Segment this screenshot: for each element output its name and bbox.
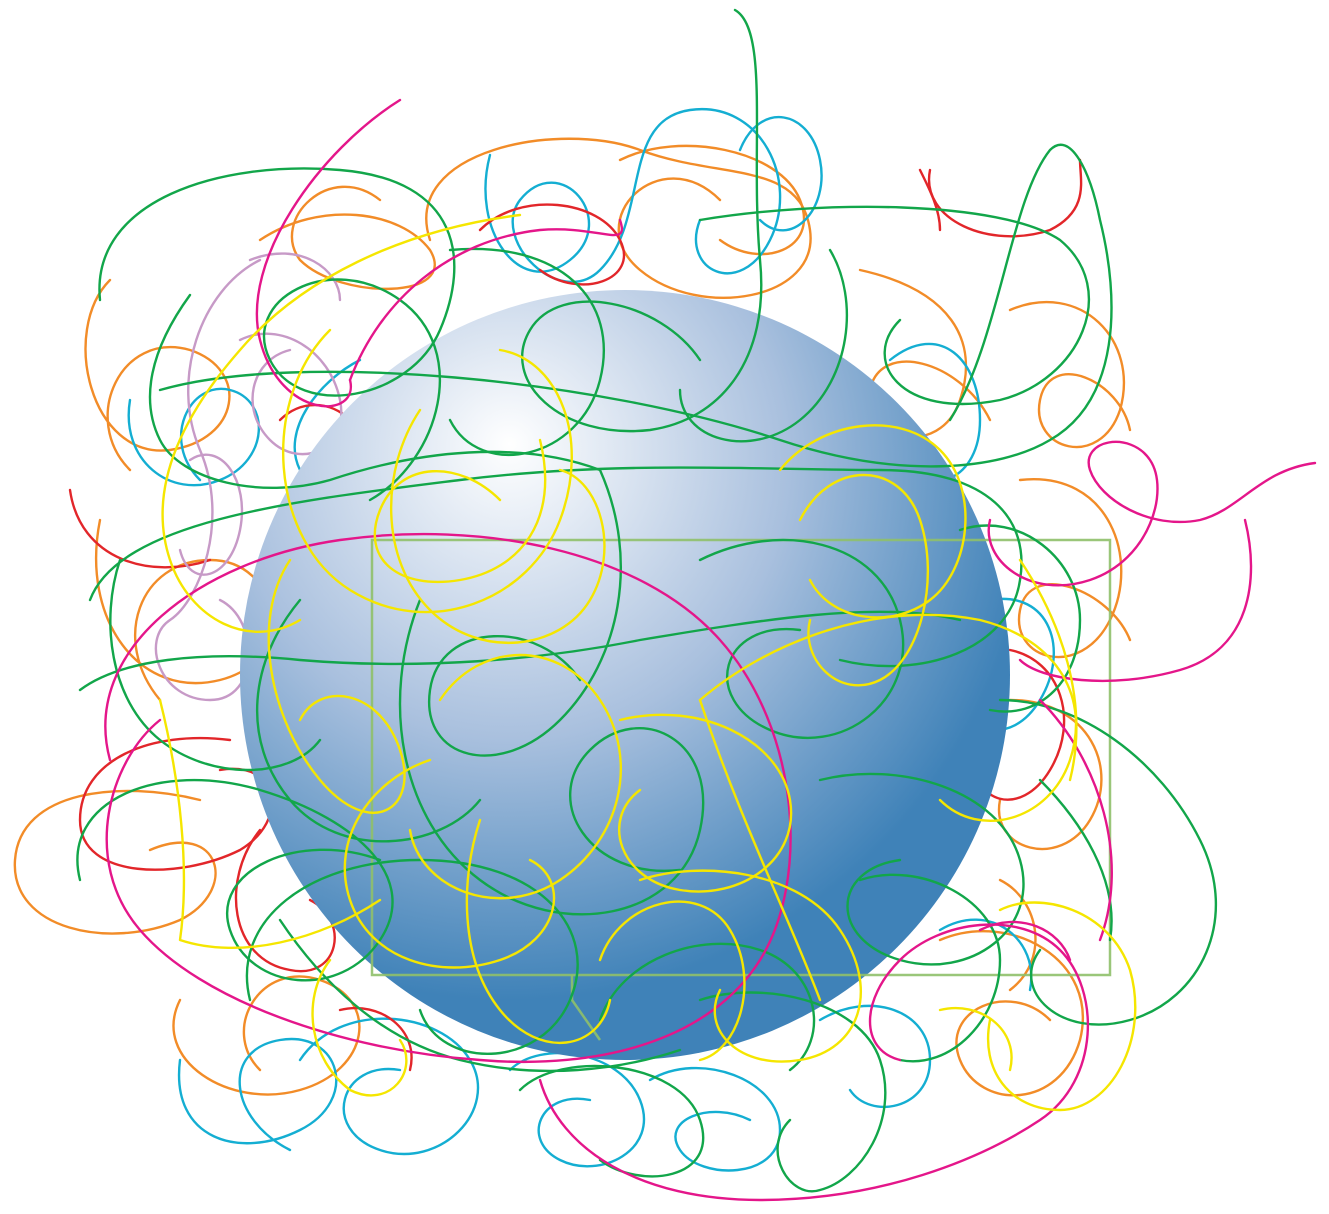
yellow-scribble [465,818,612,1044]
magenta-scribble [987,440,1317,587]
green-scribble [245,858,579,1055]
magenta-scribble [1018,518,1253,683]
rectangle-fold [570,975,602,1041]
orange-scribble [425,137,812,299]
yellow-scribble [986,901,1137,1112]
red-scribble [478,203,626,286]
green-scribble [818,772,1025,966]
yellow-scribble [1018,558,1078,782]
green-scribble [698,205,1090,406]
yellow-scribble [617,713,793,893]
green-scribble [88,466,1023,668]
orange-scribble [258,185,436,290]
yellow-scribble [698,698,822,1002]
green-scribble [448,247,605,457]
green-scribble [98,167,456,502]
yellow-scribble [938,1006,1013,1072]
green-scribble [427,468,623,757]
green-scribble [998,698,1217,1026]
red-scribble [918,168,942,232]
green-scribble [1038,778,1113,942]
yellow-scribble [282,328,573,614]
translucent-rectangle-outline [370,538,1112,1041]
green-scribble [398,598,705,916]
magenta-scribble [1038,698,1113,942]
yellow-scribble [343,758,556,969]
magenta-scribbles [104,98,1317,1202]
magenta-scribble [255,98,402,408]
rectangle-outline [370,538,1112,977]
cyan-scribble [177,1037,338,1152]
green-scribble [158,143,1113,468]
red-scribble [234,828,336,973]
green-scribble [521,8,763,433]
magenta-scribble [104,532,792,1064]
cyan-scribble [648,1066,782,1172]
yellow-scribble [638,869,862,1063]
yellow-scribble [798,473,930,687]
green-scribble [76,778,394,982]
yellow-scribble [267,558,406,814]
cyan-scribble [293,358,362,472]
yellow-scribble [311,958,408,1097]
orange-scribble [1017,478,1132,659]
yellow-scribble [390,408,606,645]
globe-sphere [240,290,1010,1060]
green-scribble [598,942,816,1072]
yellow-scribble [698,613,1078,823]
cyan-scribble [484,107,782,284]
cyan-scribble [298,1017,480,1156]
cyan-scribble [738,115,823,232]
yellow-scribble [158,698,382,950]
yellow-scribble [598,900,746,1062]
green-scribble [698,991,887,1193]
yellow-scribble [161,213,522,633]
green-scribble [858,873,1002,1063]
orange-scribble [618,144,806,256]
lilac-scribble [248,252,342,302]
red-scribble [927,158,1083,238]
yellow-scribble [408,654,622,900]
magenta-scribble [348,218,623,382]
yellow-scribble [778,424,967,619]
green-scribble [78,610,962,692]
orange-scribble [998,878,1037,992]
yellow-scribble [373,438,547,584]
green-scribble [698,538,905,740]
orange-scribble [1008,300,1132,449]
green-scribble [958,524,1082,713]
red-scribble [338,1006,413,1072]
cyan-scribble [127,387,261,487]
green-scribble [109,558,322,772]
orange-scribble [13,789,217,935]
orange-scribble [84,278,231,472]
lilac-scribble [178,453,244,576]
cyan-scribble [818,1004,932,1109]
green-scribble [518,1064,705,1178]
orange-scribble [938,930,1084,1097]
green-scribbles [76,8,1217,1193]
green-scribble [278,918,682,1073]
magenta-scribble [978,920,1072,962]
magenta-scribble [538,923,1090,1202]
orange-scribble [172,975,361,1096]
green-scribble [255,598,482,843]
green-scribble [678,248,848,443]
yellow-scribbles [158,213,1137,1112]
